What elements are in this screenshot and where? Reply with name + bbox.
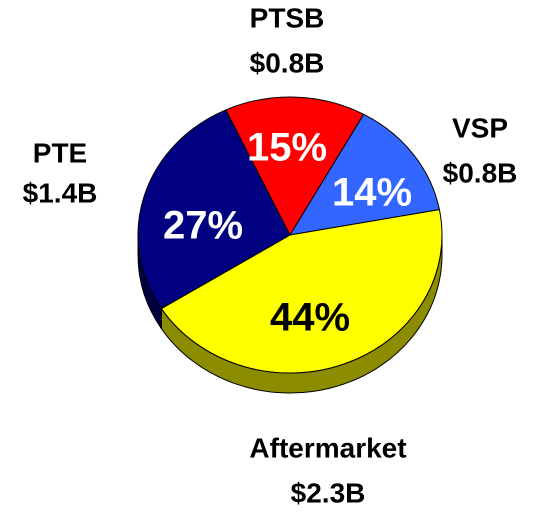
- slice: [137, 109, 291, 310]
- amount-label: $1.4B: [23, 177, 98, 208]
- amount-label: $0.8B: [443, 157, 518, 188]
- category-label: PTSB: [250, 2, 325, 33]
- amount-label: $0.8B: [250, 47, 325, 78]
- slice: [225, 96, 365, 237]
- slice: [160, 209, 443, 374]
- category-label: Aftermarket: [249, 432, 406, 463]
- value-label: 15%: [247, 126, 327, 170]
- slice: [289, 113, 441, 236]
- value-label: 44%: [270, 296, 350, 340]
- value-label: 14%: [332, 171, 412, 215]
- category-label: PTE: [33, 137, 87, 168]
- value-label: 27%: [163, 204, 243, 248]
- amount-label: $2.3B: [291, 477, 366, 508]
- category-label: VSP: [452, 112, 508, 143]
